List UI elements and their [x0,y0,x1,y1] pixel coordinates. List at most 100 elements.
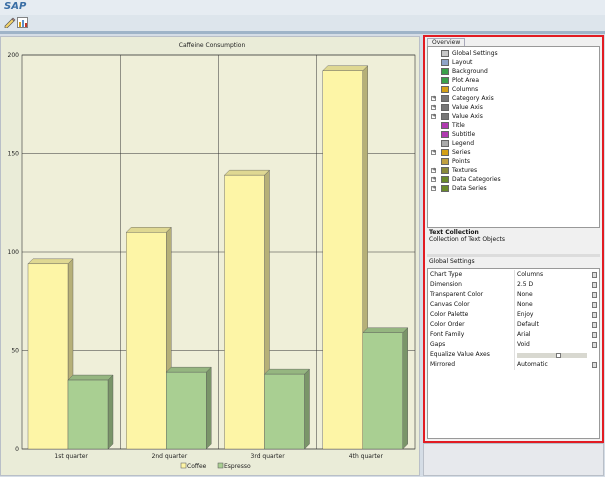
property-value[interactable]: Enjoy [517,311,534,318]
property-row[interactable]: Color Order Default [428,320,599,330]
tree-item-label: Category Axis [452,95,494,102]
columns-icon [441,86,449,93]
tree-item[interactable]: Global Settings [431,49,596,58]
y-tick-label: 200 [8,52,20,59]
value-help-icon[interactable] [592,322,597,328]
points-icon [441,158,449,165]
value-help-icon[interactable] [592,362,597,368]
tree-item-label: Plot Area [452,77,480,84]
expand-icon[interactable]: + [431,95,437,101]
property-row[interactable]: Chart Type Columns [428,270,599,280]
property-value[interactable]: Void [517,341,530,348]
bar-coffee-1 [27,258,74,450]
property-value[interactable]: 2.5 D [517,281,534,288]
pane-splitter[interactable] [427,254,600,257]
property-value[interactable]: None [517,301,533,308]
bar-espresso-1 [67,374,114,450]
property-name: Chart Type [430,271,463,278]
property-name: Equalize Value Axes [430,351,490,358]
property-name: Color Palette [430,311,469,318]
chart-panel[interactable]: Caffeine Consumption 0 50 100 150 200 1st qu… [0,36,420,476]
column-divider [514,330,515,340]
tab-overview[interactable]: Overview [427,38,466,47]
tree-item[interactable]: + Category Axis [431,94,596,103]
tree-item-label: Subtitle [452,131,476,138]
tree-item[interactable]: Legend [431,139,596,148]
tree-item-label: Value Axis [452,113,483,120]
legend-swatch-coffee [180,462,187,469]
x-tick-label: 2nd quarter [152,453,188,460]
tree-item[interactable]: Columns [431,85,596,94]
tree-item[interactable]: Plot Area [431,76,596,85]
property-value[interactable]: None [517,291,533,298]
status-area [423,443,604,476]
property-row[interactable]: Canvas Color None [428,300,599,310]
property-row[interactable]: Equalize Value Axes [428,350,599,360]
property-row[interactable]: Mirrored Automatic [428,360,599,370]
tree-item-label: Data Series [452,185,487,192]
expand-icon[interactable]: + [431,104,437,110]
expand-icon[interactable]: + [431,113,437,119]
tree-item[interactable]: + Value Axis [431,103,596,112]
plot-area-icon [441,77,449,84]
value-help-icon[interactable] [592,332,597,338]
tree-item[interactable]: + Series [431,148,596,157]
slider-thumb[interactable] [556,353,561,358]
value-help-icon[interactable] [592,302,597,308]
chart-settings-icon[interactable] [17,17,29,28]
tree-item[interactable]: Layout [431,58,596,67]
property-row[interactable]: Dimension 2.5 D [428,280,599,290]
property-row[interactable]: Color Palette Enjoy [428,310,599,320]
global-settings-icon [441,50,449,57]
property-value[interactable]: Arial [517,331,531,338]
description-box: Text Collection Collection of Text Objec… [427,229,600,256]
tree-item[interactable]: + Data Series [431,184,596,193]
property-name: Font Family [430,331,465,338]
column-chart: Caffeine Consumption 0 50 100 150 200 1st qu… [8,42,416,470]
legend-label-coffee: Coffee [187,463,207,470]
equalize-slider[interactable] [517,353,587,358]
y-tick-label: 150 [8,151,20,158]
property-name: Transparent Color [430,291,484,298]
description-text: Collection of Text Objects [429,236,505,243]
description-title: Text Collection [429,229,479,236]
expand-icon[interactable]: + [431,176,437,182]
expand-icon[interactable]: + [431,185,437,191]
property-row[interactable]: Gaps Void [428,340,599,350]
property-name: Color Order [430,321,465,328]
property-name: Mirrored [430,361,456,368]
tree-item[interactable]: + Textures [431,166,596,175]
edit-icon[interactable] [4,17,16,28]
tree-item-label: Background [452,68,488,75]
tree-item[interactable]: Points [431,157,596,166]
bar-coffee-4 [322,65,369,450]
value-help-icon[interactable] [592,272,597,278]
property-row[interactable]: Font Family Arial [428,330,599,340]
tree-item[interactable]: Background [431,67,596,76]
x-tick-label: 3rd quarter [251,453,286,460]
property-value[interactable]: Columns [517,271,544,278]
legend-swatch-espresso [217,462,224,469]
tree-item-label: Value Axis [452,104,483,111]
value-help-icon[interactable] [592,342,597,348]
tree-item[interactable]: + Data Categories [431,175,596,184]
bar-espresso-3 [264,368,310,450]
data-series-icon [441,185,449,192]
expand-icon[interactable]: + [431,149,437,155]
property-value[interactable]: Automatic [517,361,548,368]
bar-coffee-2 [125,226,172,450]
value-help-icon[interactable] [592,312,597,318]
value-help-icon[interactable] [592,282,597,288]
column-divider [514,270,515,280]
tree-item-label: Title [452,122,465,129]
property-row[interactable]: Transparent Color None [428,290,599,300]
tree-item-label: Textures [452,167,478,174]
property-value[interactable]: Default [517,321,539,328]
tree-item[interactable]: + Value Axis [431,112,596,121]
value-help-icon[interactable] [592,292,597,298]
tree-item[interactable]: Title [431,121,596,130]
column-divider [514,320,515,330]
y-tick-label: 100 [8,249,20,256]
expand-icon[interactable]: + [431,167,437,173]
tree-item[interactable]: Subtitle [431,130,596,139]
